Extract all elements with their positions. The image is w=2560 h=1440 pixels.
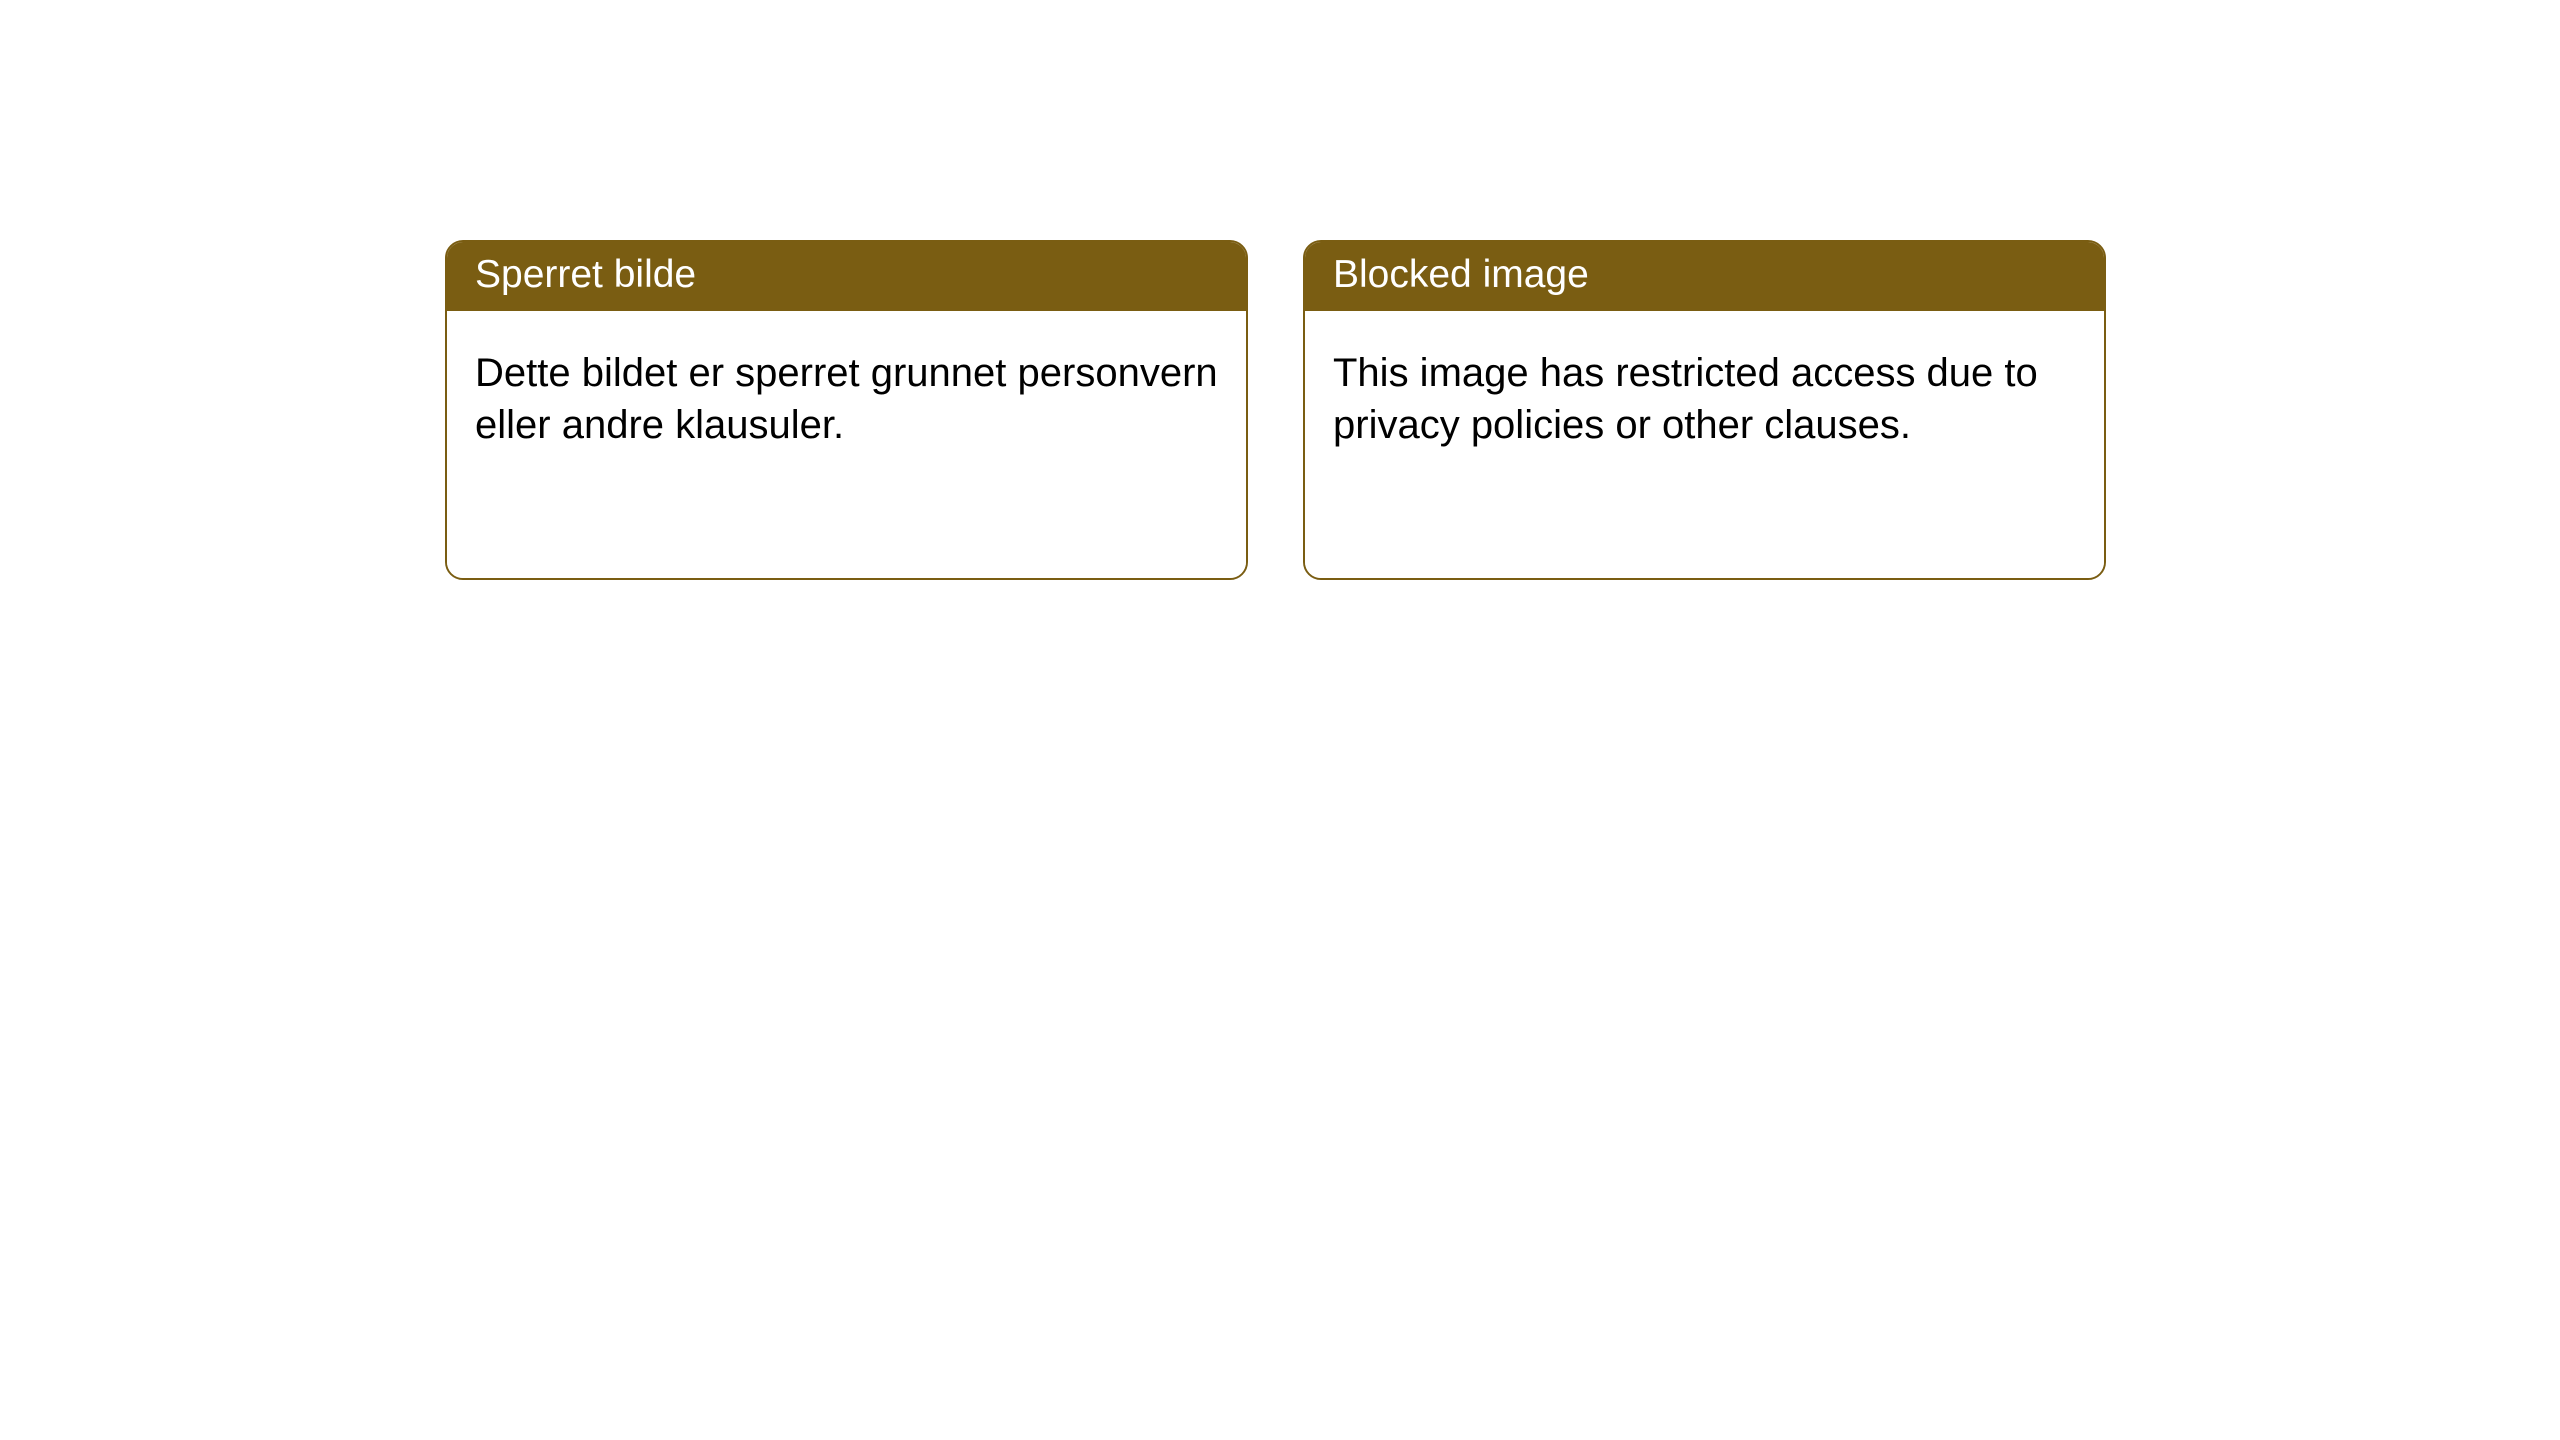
notice-cards-container: Sperret bilde Dette bildet er sperret gr… (445, 240, 2560, 580)
notice-card-body: This image has restricted access due to … (1305, 311, 2104, 578)
notice-card-no: Sperret bilde Dette bildet er sperret gr… (445, 240, 1248, 580)
notice-card-body: Dette bildet er sperret grunnet personve… (447, 311, 1246, 578)
notice-card-title: Sperret bilde (447, 242, 1246, 311)
notice-card-en: Blocked image This image has restricted … (1303, 240, 2106, 580)
notice-card-title: Blocked image (1305, 242, 2104, 311)
